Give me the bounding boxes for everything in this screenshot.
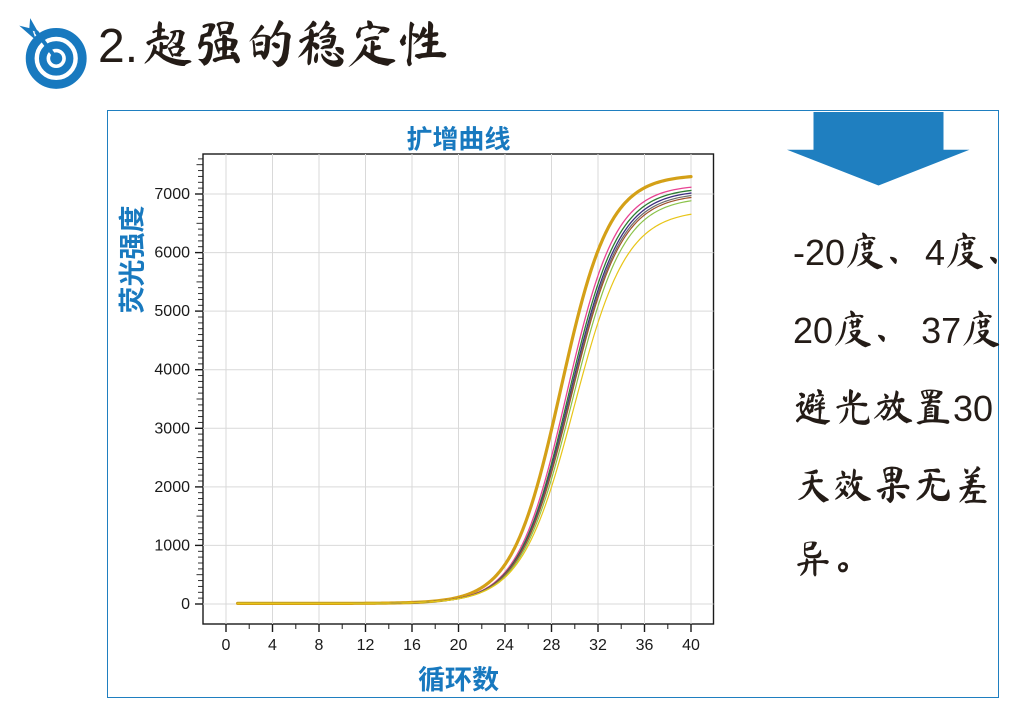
svg-text:3000: 3000	[154, 420, 190, 437]
svg-text:16: 16	[403, 637, 421, 654]
svg-text:12: 12	[357, 637, 375, 654]
svg-text:5000: 5000	[154, 303, 190, 320]
svg-text:4000: 4000	[154, 362, 190, 379]
svg-text:1000: 1000	[154, 537, 190, 554]
svg-text:4: 4	[268, 637, 277, 654]
svg-text:6000: 6000	[154, 245, 190, 262]
svg-text:0: 0	[222, 637, 231, 654]
svg-text:20: 20	[450, 637, 468, 654]
svg-text:28: 28	[543, 637, 561, 654]
svg-text:36: 36	[636, 637, 654, 654]
svg-text:7000: 7000	[154, 186, 190, 203]
svg-text:24: 24	[496, 637, 514, 654]
svg-text:0: 0	[181, 596, 190, 613]
svg-text:2000: 2000	[154, 479, 190, 496]
svg-text:40: 40	[682, 637, 700, 654]
svg-text:32: 32	[589, 637, 607, 654]
svg-text:8: 8	[315, 637, 324, 654]
